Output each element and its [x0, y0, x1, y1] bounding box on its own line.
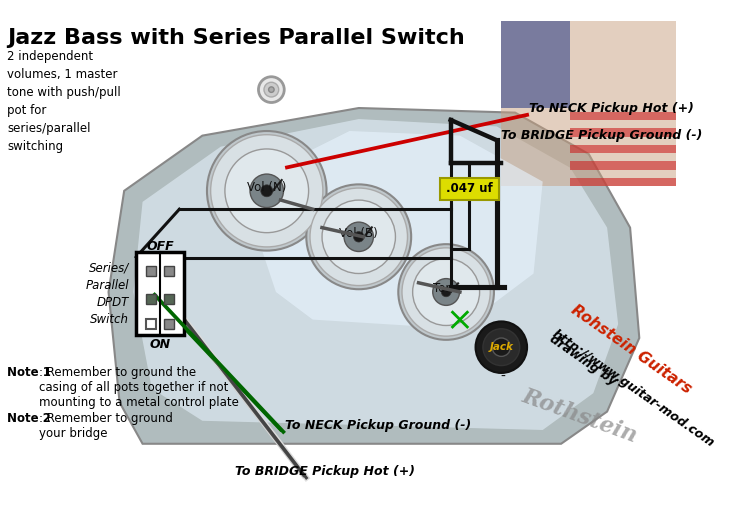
- Circle shape: [258, 77, 284, 102]
- Text: To BRIDGE Pickup Ground (-): To BRIDGE Pickup Ground (-): [501, 129, 703, 142]
- Circle shape: [310, 188, 408, 285]
- Text: drawing by: drawing by: [548, 332, 623, 390]
- Text: To NECK Pickup Ground (-): To NECK Pickup Ground (-): [285, 419, 471, 432]
- Text: ON: ON: [149, 338, 171, 351]
- Text: Jazz Bass with Series Parallel Switch: Jazz Bass with Series Parallel Switch: [7, 28, 465, 48]
- Circle shape: [353, 232, 364, 242]
- Polygon shape: [570, 161, 676, 169]
- Polygon shape: [108, 108, 640, 444]
- Polygon shape: [570, 145, 676, 153]
- Circle shape: [250, 174, 283, 208]
- Circle shape: [402, 248, 490, 336]
- Text: : Remember to ground
your bridge: : Remember to ground your bridge: [38, 411, 172, 440]
- Text: To BRIDGE Pickup Hot (+): To BRIDGE Pickup Hot (+): [235, 465, 414, 478]
- Circle shape: [261, 185, 273, 197]
- Bar: [163, 266, 174, 277]
- Text: Series/
Parallel
DPDT
Switch: Series/ Parallel DPDT Switch: [85, 262, 129, 326]
- Circle shape: [322, 200, 395, 273]
- Text: Note 1: Note 1: [7, 366, 52, 379]
- Text: Vol (N): Vol (N): [247, 181, 286, 194]
- Bar: [163, 294, 174, 304]
- Circle shape: [492, 338, 511, 356]
- Circle shape: [207, 131, 327, 251]
- Circle shape: [483, 329, 520, 366]
- Text: Rohstein Guitars: Rohstein Guitars: [568, 302, 694, 396]
- Text: OFF: OFF: [146, 241, 174, 253]
- Polygon shape: [570, 112, 676, 120]
- Text: http://www.guitar-mod.com: http://www.guitar-mod.com: [550, 328, 717, 450]
- Circle shape: [306, 184, 411, 289]
- Polygon shape: [133, 119, 618, 430]
- Circle shape: [264, 82, 279, 97]
- Text: .047 uf: .047 uf: [446, 182, 492, 196]
- Circle shape: [398, 244, 494, 340]
- Text: To NECK Pickup Hot (+): To NECK Pickup Hot (+): [529, 102, 694, 115]
- Circle shape: [344, 222, 373, 251]
- Polygon shape: [570, 178, 676, 186]
- Circle shape: [413, 259, 480, 325]
- Circle shape: [225, 149, 308, 233]
- Circle shape: [475, 321, 527, 373]
- Text: Tone: Tone: [433, 282, 460, 295]
- Text: : Remember to ground the
casing of all pots together if not
mounting to a metal : : Remember to ground the casing of all p…: [38, 366, 238, 408]
- Circle shape: [210, 135, 323, 247]
- Bar: [146, 294, 156, 304]
- Text: Note 2: Note 2: [7, 411, 52, 424]
- Circle shape: [442, 287, 451, 297]
- Circle shape: [433, 279, 459, 305]
- Text: 2 independent
volumes, 1 master
tone with push/pull
pot for
series/parallel
swit: 2 independent volumes, 1 master tone wit…: [7, 50, 121, 153]
- Bar: [146, 319, 156, 329]
- Polygon shape: [501, 21, 676, 186]
- Polygon shape: [258, 131, 542, 329]
- Bar: [163, 319, 174, 329]
- FancyBboxPatch shape: [439, 178, 498, 200]
- Bar: [136, 252, 184, 335]
- Text: Jack: Jack: [489, 342, 513, 352]
- Circle shape: [269, 87, 274, 92]
- Text: -: -: [500, 370, 506, 384]
- Text: Vol (B): Vol (B): [339, 227, 378, 239]
- Text: Rothstein: Rothstein: [519, 385, 640, 447]
- Bar: [146, 266, 156, 277]
- Polygon shape: [570, 128, 676, 136]
- Polygon shape: [501, 21, 570, 108]
